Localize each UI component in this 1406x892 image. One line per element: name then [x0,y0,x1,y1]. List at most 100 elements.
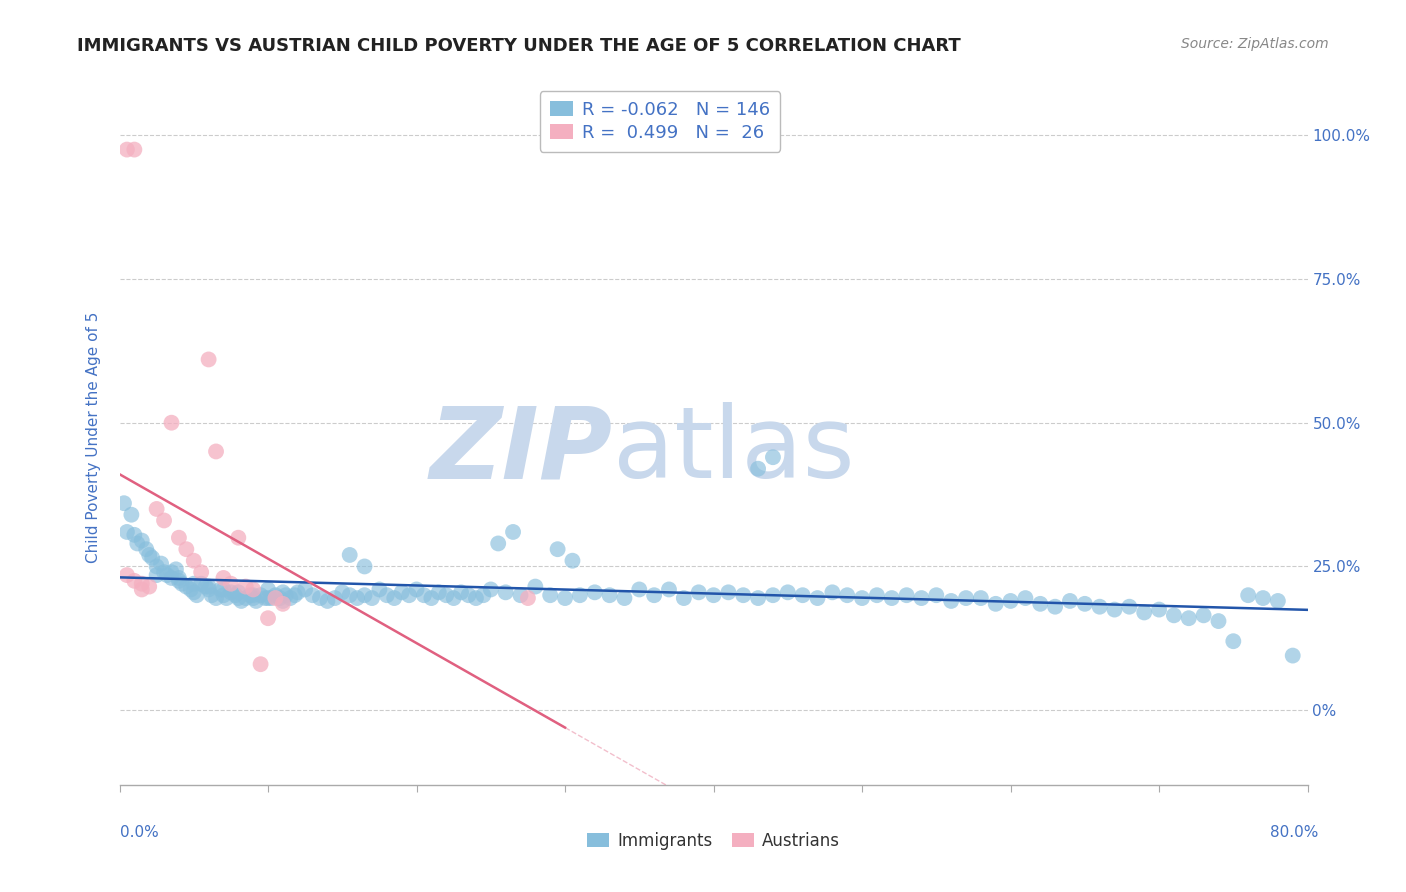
Point [228,591,250,605]
Point [955,591,977,605]
Point [495,585,517,599]
Point [242,588,264,602]
Point [613,591,636,605]
Point [176,542,198,557]
Point [346,591,368,605]
Point [167,531,190,545]
Point [200,588,222,602]
Point [762,588,785,602]
Point [866,588,889,602]
Point [131,582,153,597]
Point [301,588,323,602]
Point [156,568,179,582]
Point [330,585,353,599]
Point [1147,602,1170,616]
Point [323,591,346,605]
Point [733,588,755,602]
Point [1237,588,1260,602]
Point [231,594,253,608]
Point [219,585,242,599]
Point [215,591,238,605]
Point [197,580,219,594]
Point [1251,591,1274,605]
Point [1208,614,1230,628]
Text: ZIP: ZIP [430,402,613,500]
Point [339,548,361,562]
Point [599,588,621,602]
Point [242,582,264,597]
Text: 0.0%: 0.0% [120,825,159,839]
Point [249,657,271,672]
Point [1192,608,1215,623]
Point [115,143,138,157]
Point [1043,599,1066,614]
Point [806,591,828,605]
Point [717,585,740,599]
Point [264,591,287,605]
Point [457,588,479,602]
Point [434,588,457,602]
Point [1133,606,1156,620]
Point [561,554,583,568]
Point [127,536,149,550]
Point [1178,611,1201,625]
Point [257,611,280,625]
Point [1118,599,1140,614]
Text: IMMIGRANTS VS AUSTRIAN CHILD POVERTY UNDER THE AGE OF 5 CORRELATION CHART: IMMIGRANTS VS AUSTRIAN CHILD POVERTY UND… [77,37,962,55]
Point [443,591,465,605]
Point [145,559,167,574]
Point [1029,597,1052,611]
Point [427,585,450,599]
Point [509,588,531,602]
Point [242,591,264,605]
Point [896,588,918,602]
Point [1088,599,1111,614]
Point [120,508,142,522]
Point [249,588,271,602]
Point [138,580,160,594]
Point [821,585,844,599]
Point [368,582,391,597]
Point [145,502,167,516]
Point [941,594,963,608]
Point [353,559,375,574]
Point [212,582,235,597]
Point [145,568,167,582]
Point [239,588,262,602]
Legend: Immigrants, Austrians: Immigrants, Austrians [581,825,846,856]
Point [257,591,280,605]
Text: Source: ZipAtlas.com: Source: ZipAtlas.com [1181,37,1329,52]
Point [183,585,205,599]
Point [420,591,443,605]
Point [271,594,294,608]
Point [524,580,547,594]
Point [688,585,710,599]
Point [479,582,502,597]
Point [792,588,814,602]
Point [405,582,427,597]
Point [254,591,277,605]
Point [190,576,212,591]
Point [260,591,283,605]
Point [160,416,183,430]
Point [450,585,472,599]
Point [124,143,146,157]
Point [547,542,569,557]
Point [643,588,665,602]
Point [1059,594,1081,608]
Point [284,588,307,602]
Point [970,591,993,605]
Point [150,557,173,571]
Point [309,591,332,605]
Point [180,582,202,597]
Point [391,585,413,599]
Point [502,524,524,539]
Point [271,597,294,611]
Point [205,444,228,458]
Point [228,531,250,545]
Point [628,582,651,597]
Point [353,588,375,602]
Point [183,554,205,568]
Point [984,597,1007,611]
Point [131,533,153,548]
